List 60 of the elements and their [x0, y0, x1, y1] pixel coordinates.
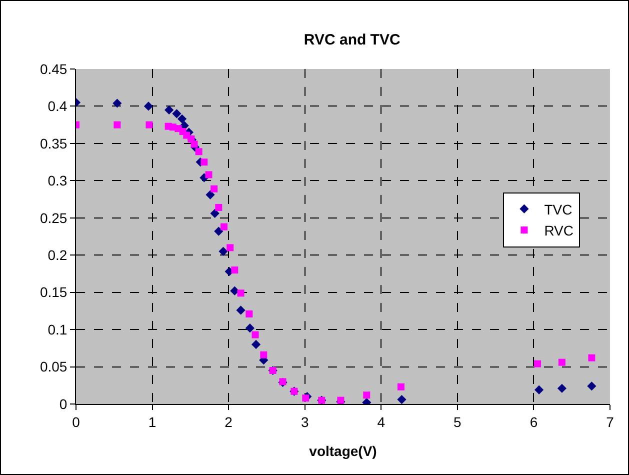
- point: [397, 394, 406, 404]
- point: [534, 385, 544, 394]
- point: [302, 394, 310, 402]
- point: [226, 244, 234, 252]
- point: [195, 148, 202, 156]
- point: [251, 340, 261, 349]
- point: [206, 190, 215, 200]
- x-tick-label: 1: [148, 414, 156, 430]
- point: [252, 331, 259, 338]
- point: [200, 158, 208, 166]
- point: [260, 351, 268, 358]
- point: [164, 105, 174, 114]
- point: [146, 121, 153, 128]
- y-tick-label: 0.4: [48, 98, 68, 114]
- y-tick-label: 0.1: [48, 321, 68, 338]
- x-tick-label: 3: [300, 414, 309, 430]
- point: [190, 140, 198, 148]
- x-tick-label: 7: [606, 414, 614, 430]
- legend-label: RVC: [544, 222, 574, 239]
- point: [220, 223, 228, 230]
- y-tick-label: 0.25: [40, 210, 68, 226]
- point: [397, 383, 404, 390]
- point: [231, 266, 238, 274]
- point: [588, 354, 596, 362]
- point: [144, 102, 154, 111]
- point: [205, 171, 212, 178]
- point: [214, 226, 224, 236]
- point: [215, 204, 222, 211]
- point: [246, 310, 253, 318]
- point: [210, 185, 218, 192]
- y-tick-label: 0: [59, 396, 68, 412]
- point: [557, 384, 566, 393]
- y-tick-label: 0.35: [40, 135, 68, 152]
- point: [172, 109, 182, 118]
- y-tick-label: 0.2: [48, 247, 68, 264]
- x-tick-label: 5: [454, 414, 462, 430]
- point: [236, 306, 246, 315]
- x-tick-label: 2: [224, 414, 233, 430]
- point: [114, 121, 121, 128]
- x-tick-label: 6: [530, 414, 538, 430]
- point: [112, 98, 122, 108]
- y-tick-label: 0.15: [40, 284, 68, 300]
- point: [177, 114, 187, 124]
- point: [558, 358, 566, 366]
- point: [534, 360, 542, 368]
- x-tick-label: 0: [72, 414, 80, 430]
- point: [210, 208, 220, 218]
- point: [245, 324, 254, 333]
- point: [587, 382, 596, 391]
- x-tick-label: 4: [377, 414, 386, 430]
- point: [230, 286, 240, 296]
- y-tick-label: 0.05: [40, 358, 68, 375]
- chart-title: RVC and TVC: [304, 32, 400, 49]
- legend-label: TVC: [544, 201, 572, 218]
- x-axis-title: voltage(V): [309, 443, 377, 459]
- y-tick-label: 0.45: [40, 60, 68, 77]
- point: [218, 246, 228, 256]
- point: [363, 392, 370, 399]
- point: [237, 290, 244, 297]
- y-tick-label: 0.3: [48, 172, 68, 189]
